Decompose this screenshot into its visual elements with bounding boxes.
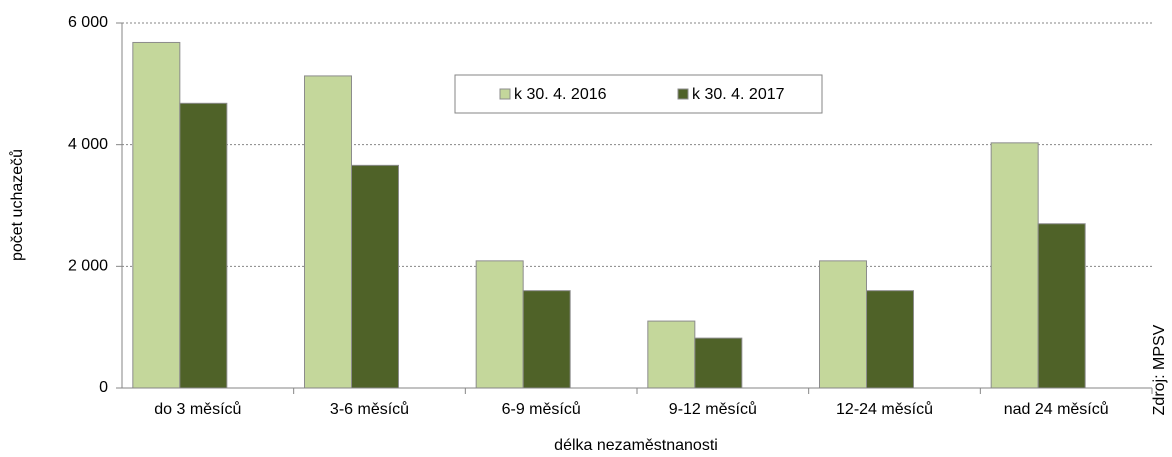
- y-tick-label: 4 000: [68, 136, 108, 153]
- bar: [304, 75, 352, 389]
- y-tick-label: 2 000: [68, 258, 108, 275]
- legend-label: k 30. 4. 2016: [514, 86, 607, 103]
- x-tick-label: 3-6 měsíců: [330, 400, 409, 418]
- x-tick-label: 6-9 měsíců: [502, 400, 581, 418]
- bar: [179, 102, 228, 389]
- bar: [351, 164, 399, 389]
- bar: [866, 290, 914, 389]
- y-tick-label: 6 000: [68, 14, 108, 31]
- bar: [990, 142, 1039, 389]
- bar: [132, 41, 181, 389]
- bar: [475, 260, 524, 389]
- bar: [694, 337, 743, 389]
- y-axis-label: počet uchazečů: [8, 149, 26, 261]
- y-tick-label: 0: [99, 379, 108, 396]
- legend-box: [454, 74, 823, 114]
- bar: [522, 290, 571, 389]
- bar: [647, 320, 696, 389]
- x-tick-label: do 3 měsíců: [154, 400, 241, 418]
- x-tick-label: nad 24 měsíců: [1004, 400, 1109, 418]
- source-note: Zdroj: MPSV: [1151, 324, 1168, 415]
- legend-swatch: [499, 88, 511, 100]
- legend-swatch: [677, 88, 689, 100]
- x-axis-label: délka nezaměstnanosti: [554, 437, 718, 454]
- x-tick-label: 12-24 měsíců: [836, 400, 933, 418]
- bar: [819, 260, 867, 389]
- bar: [1037, 223, 1086, 389]
- legend-label: k 30. 4. 2017: [692, 86, 785, 103]
- x-tick-label: 9-12 měsíců: [669, 400, 757, 418]
